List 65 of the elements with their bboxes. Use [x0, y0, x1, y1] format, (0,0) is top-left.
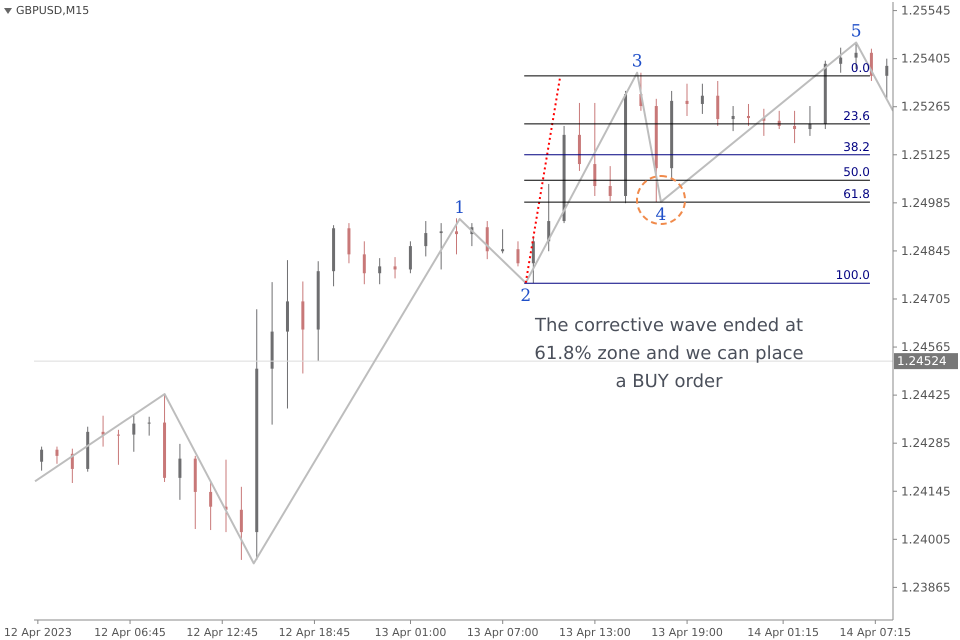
candlestick [378, 258, 382, 285]
candlestick [408, 240, 412, 274]
x-tick-label: 12 Apr 12:45 [186, 626, 258, 639]
candlestick [132, 414, 136, 452]
candlestick [455, 218, 458, 255]
candlestick [178, 443, 182, 500]
y-tick-label: 1.23865 [901, 580, 951, 594]
annotation: 1 [454, 198, 466, 218]
annotation: 3 [632, 52, 643, 72]
chart-title: GBPUSD,M15 [16, 4, 90, 17]
ref-line-label: 1.24524 [897, 354, 947, 368]
y-tick-label: 1.25405 [901, 52, 951, 66]
series-label: 23.6 [843, 108, 870, 123]
y-tick-label: 1.24285 [901, 436, 951, 450]
x-tick-label: 13 Apr 01:00 [374, 626, 446, 639]
candlestick [608, 166, 612, 202]
y-tick-label: 1.25125 [901, 148, 951, 162]
x-tick-label: 13 Apr 07:00 [466, 626, 539, 639]
y-tick-label: 1.24985 [901, 196, 951, 210]
candlestick [362, 240, 366, 285]
candlestick [501, 228, 504, 254]
series-label: 0.0 [850, 60, 870, 75]
x-tick-label: 14 Apr 01:15 [747, 626, 819, 639]
y-tick-label: 1.24705 [901, 292, 951, 306]
candlestick [732, 106, 735, 132]
line-series [34, 42, 893, 564]
x-tick-label: 12 Apr 18:45 [278, 626, 350, 639]
annotation: 5 [850, 22, 862, 42]
candlestick [686, 83, 689, 116]
candlestick [116, 429, 120, 466]
series-label: 38.2 [843, 140, 870, 154]
x-tick-label: 13 Apr 13:00 [559, 626, 631, 639]
candlestick [532, 236, 535, 284]
candlestick [885, 58, 888, 100]
series-label: 50.0 [843, 165, 870, 180]
candlestick [516, 240, 520, 267]
candlestick [839, 47, 842, 74]
candlestick [40, 446, 44, 472]
y-tick-label: 1.24425 [901, 388, 951, 402]
x-tick-label: 14 Apr 07:15 [839, 626, 912, 639]
series-label: 61.8 [843, 187, 870, 202]
y-tick-label: 1.24565 [901, 340, 951, 354]
annotation: 2 [520, 286, 532, 306]
candlestick [746, 103, 750, 126]
y-tick-label: 1.24145 [901, 484, 951, 498]
y-tick-label: 1.24845 [901, 244, 951, 258]
candlestick [394, 256, 397, 279]
candlestick [793, 110, 796, 144]
candlestick [55, 446, 58, 464]
candlestick [716, 80, 720, 126]
x-tick-label: 12 Apr 2023 [4, 626, 72, 639]
candlestick [148, 416, 151, 436]
y-tick-label: 1.25545 [901, 4, 951, 18]
candlestick [240, 486, 243, 560]
y-tick-label: 1.24005 [901, 532, 951, 546]
candlestick [700, 83, 704, 114]
annotation: 4 [656, 204, 666, 225]
y-tick-label: 1.25265 [901, 100, 951, 114]
candlestick [209, 481, 212, 531]
x-tick-label: 13 Apr 19:00 [651, 626, 723, 639]
series-label: 100.0 [836, 268, 870, 282]
candlestick [424, 220, 428, 257]
candlestick [593, 102, 596, 196]
x-tick-label: 12 Apr 06:45 [94, 626, 166, 639]
annotation: The corrective wave ended at 61.8% zone and we can place a BUY order [533, 314, 805, 394]
